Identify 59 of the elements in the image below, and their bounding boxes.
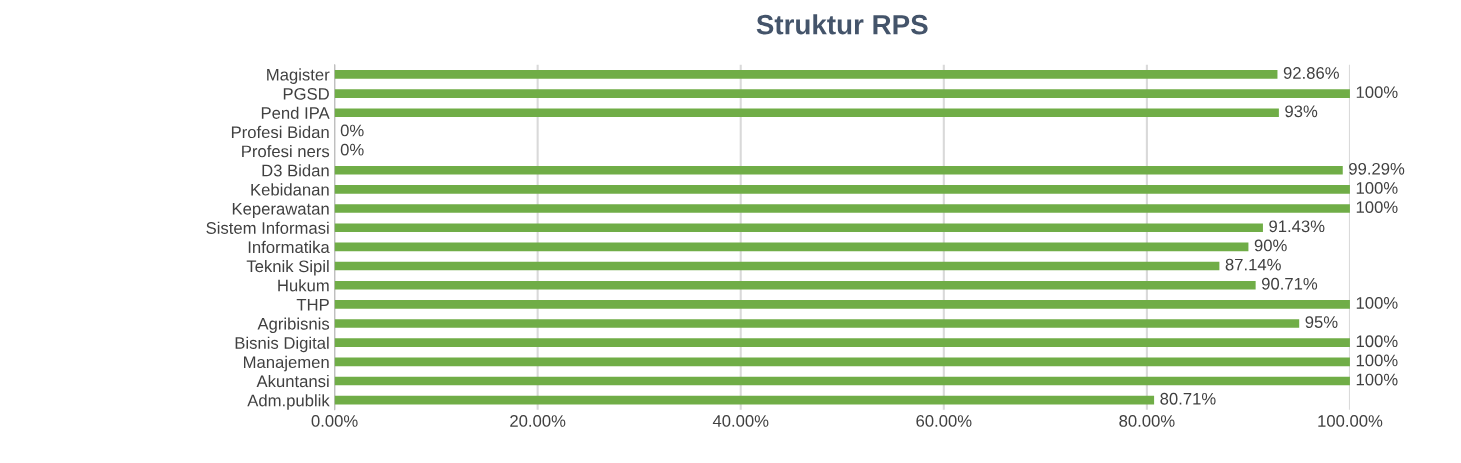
y-tick-label: D3 Bidan	[262, 164, 329, 177]
y-tick-label: Agribisnis	[257, 317, 330, 334]
bar	[334, 242, 1249, 252]
y-tick-label: Keperawatan	[232, 203, 329, 219]
y-tick-label: PGSD	[283, 87, 329, 100]
data-label: 90.71%	[1261, 277, 1318, 290]
bar	[334, 204, 1350, 213]
bar	[334, 357, 1350, 367]
x-tick-label: 60.00%	[916, 415, 972, 427]
data-label: 80.71%	[1160, 392, 1216, 405]
bar	[334, 319, 1300, 328]
y-tick-label: Akuntansi	[256, 374, 329, 388]
y-tick-label: Sistem Informasi	[206, 221, 329, 234]
data-label: 87.14%	[1225, 258, 1281, 271]
data-label: 100%	[1356, 182, 1398, 194]
y-tick-label: Bisnis Digital	[235, 336, 329, 353]
y-tick-label: Adm.publik	[247, 394, 330, 410]
data-label: 99.29%	[1349, 162, 1405, 175]
data-label: 0%	[340, 143, 364, 156]
y-tick-label: Teknik Sipil	[246, 259, 329, 276]
bar	[334, 280, 1256, 290]
y-tick-label: Pend IPA	[261, 106, 330, 119]
bar	[334, 338, 1350, 347]
data-label: 100%	[1356, 335, 1398, 348]
data-label: 90%	[1254, 239, 1287, 252]
y-tick-label: Profesi Bidan	[231, 125, 329, 139]
data-label: 100%	[1356, 373, 1398, 386]
bar	[334, 300, 1350, 309]
data-label: 100%	[1356, 354, 1398, 367]
y-tick-label: Manajemen	[244, 355, 329, 372]
bar	[334, 165, 1343, 175]
data-label: 100%	[1356, 297, 1398, 309]
data-label: 0%	[340, 124, 364, 137]
bar	[334, 185, 1350, 194]
bar	[334, 70, 1278, 79]
y-tick-label: Informatika	[248, 240, 330, 254]
data-label: 92.86%	[1283, 67, 1339, 79]
bar	[334, 89, 1350, 98]
x-tick-label: 0.00%	[311, 415, 358, 427]
data-label: 100%	[1356, 86, 1398, 99]
data-label: 91.43%	[1269, 220, 1325, 233]
x-tick-label: 40.00%	[712, 415, 769, 427]
y-tick-label: THP	[296, 298, 329, 311]
y-tick-label: Magister	[267, 68, 330, 84]
bar	[334, 261, 1220, 271]
x-tick-label: 20.00%	[510, 415, 566, 427]
x-tick-label: 100.00%	[1318, 415, 1383, 427]
data-label: 100%	[1356, 201, 1398, 214]
bar	[334, 395, 1155, 405]
y-tick-label: Hukum	[278, 279, 329, 292]
data-label: 93%	[1285, 105, 1318, 118]
bar	[334, 223, 1263, 233]
bar	[334, 108, 1279, 118]
bar	[334, 376, 1350, 386]
y-tick-label: Profesi ners	[242, 145, 330, 158]
y-tick-label: Kebidanan	[251, 183, 329, 196]
x-tick-label: 80.00%	[1119, 415, 1175, 427]
chart-title: Struktur RPS	[756, 14, 928, 35]
data-label: 95%	[1305, 316, 1338, 328]
